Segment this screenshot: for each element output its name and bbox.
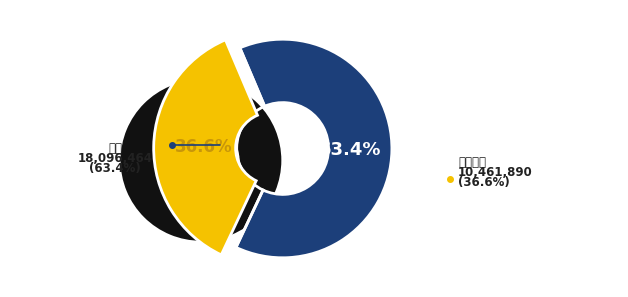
- Text: (36.6%): (36.6%): [458, 176, 510, 189]
- Wedge shape: [236, 39, 392, 258]
- Wedge shape: [154, 40, 257, 255]
- Text: (63.4%): (63.4%): [89, 162, 141, 175]
- Text: 10,461,890: 10,461,890: [458, 166, 533, 179]
- Text: 36.6%: 36.6%: [175, 138, 232, 156]
- Text: 18,096,464: 18,096,464: [77, 152, 153, 165]
- Text: 기타: 기타: [108, 142, 122, 155]
- Text: 63.4%: 63.4%: [319, 141, 382, 159]
- Wedge shape: [121, 80, 281, 241]
- Text: 소상공인: 소상공인: [458, 156, 486, 169]
